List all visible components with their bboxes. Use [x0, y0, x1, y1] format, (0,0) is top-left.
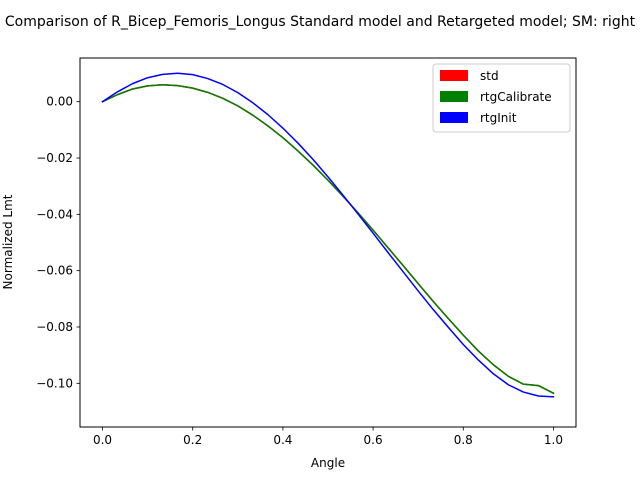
y-tick-label: −0.10: [36, 376, 73, 390]
x-axis-label: Angle: [311, 456, 345, 470]
legend-label-rtgInit: rtgInit: [480, 111, 517, 125]
y-tick-label: −0.04: [36, 207, 73, 221]
y-axis-label: Normalized Lmt: [1, 194, 15, 289]
series-line-rtgInit: [101, 72, 555, 398]
x-tick-label: 0.8: [454, 433, 473, 447]
x-tick-label: 1.0: [544, 433, 563, 447]
axes-frame: [79, 57, 577, 428]
y-axis-ticks: 0.00 −0.02 −0.04 −0.06 −0.08 −0.10: [36, 95, 80, 390]
x-tick-label: 0.4: [273, 433, 292, 447]
x-tick-label: 0.2: [183, 433, 202, 447]
legend-label-std: std: [480, 69, 499, 83]
legend-swatch-rtgInit: [440, 112, 468, 123]
legend: std rtgCalibrate rtgInit: [432, 63, 571, 133]
y-tick-label: −0.06: [36, 264, 73, 278]
y-tick-label: −0.02: [36, 151, 73, 165]
x-tick-label: 0.6: [364, 433, 383, 447]
series-layer: [101, 72, 555, 398]
x-axis-ticks: 0.0 0.2 0.4 0.6 0.8 1.0: [93, 427, 563, 447]
legend-label-rtgCalibrate: rtgCalibrate: [480, 90, 552, 104]
y-tick-label: −0.08: [36, 320, 73, 334]
chart-title: Comparison of R_Bicep_Femoris_Longus Sta…: [5, 14, 636, 30]
y-tick-label: 0.00: [46, 95, 73, 109]
legend-swatch-rtgCalibrate: [440, 91, 468, 102]
series-line-rtgCalibrate: [101, 84, 555, 395]
x-tick-label: 0.0: [93, 433, 112, 447]
legend-swatch-std: [440, 70, 468, 81]
legend-items: std rtgCalibrate rtgInit: [440, 69, 552, 125]
